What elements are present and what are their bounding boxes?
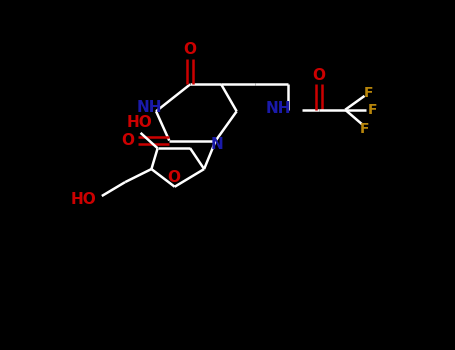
Text: F: F <box>364 86 373 100</box>
Text: O: O <box>184 42 197 57</box>
Text: F: F <box>360 122 369 136</box>
Text: NH: NH <box>137 100 162 115</box>
Text: O: O <box>121 133 135 148</box>
Text: O: O <box>312 68 325 83</box>
Text: O: O <box>167 170 180 185</box>
Text: NH: NH <box>266 102 291 117</box>
Text: HO: HO <box>71 193 97 207</box>
Text: F: F <box>368 103 377 117</box>
Text: N: N <box>210 137 223 152</box>
Text: HO: HO <box>127 116 153 130</box>
